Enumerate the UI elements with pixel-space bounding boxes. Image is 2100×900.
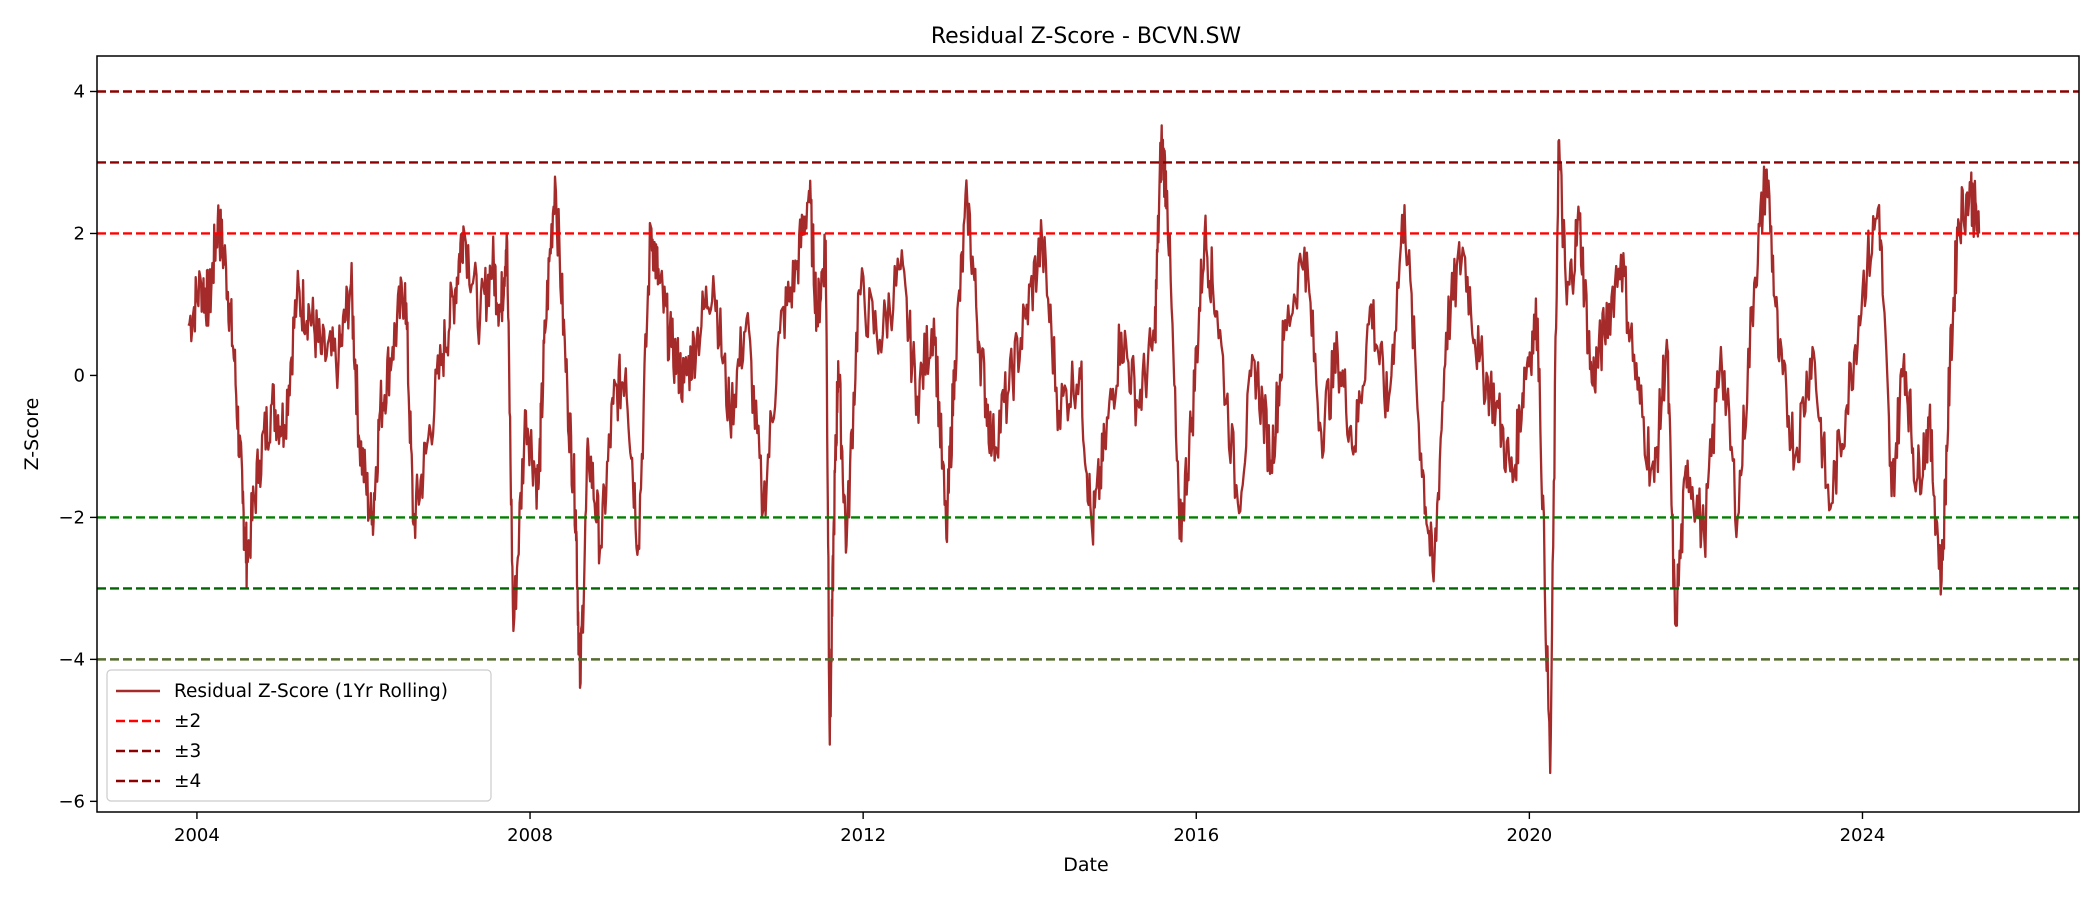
legend: Residual Z-Score (1Yr Rolling) ±2 ±3 ±4 [106, 669, 492, 802]
x-tick-label-3: 2016 [1173, 825, 1219, 846]
legend-label-3: ±3 [174, 741, 201, 762]
x-axis-label: Date [1063, 854, 1108, 876]
y-axis-label: Z-Score [21, 398, 43, 471]
chart-title: Residual Z-Score - BCVN.SW [931, 24, 1242, 49]
x-tick-label-5: 2024 [1840, 825, 1886, 846]
y-tick-label-4: −4 [58, 649, 85, 670]
y-tick-label-0: 4 [74, 81, 85, 102]
x-tick-label-0: 2004 [174, 825, 220, 846]
x-tick-label-2: 2012 [840, 825, 886, 846]
x-tick-label-4: 2020 [1506, 825, 1552, 846]
series-line-0 [187, 124, 1981, 775]
x-tick-label-1: 2008 [507, 825, 553, 846]
plot-area [97, 90, 2079, 775]
y-tick-label-3: −2 [58, 507, 85, 528]
axis-ticks: 2004 2008 2012 2016 2020 2024 4 2 0 −2 −4 −6 [58, 81, 1885, 846]
legend-box [106, 669, 492, 802]
y-tick-label-5: −6 [58, 791, 85, 812]
y-tick-label-1: 2 [74, 223, 85, 244]
legend-label-series: Residual Z-Score (1Yr Rolling) [174, 681, 448, 702]
legend-label-2: ±2 [174, 711, 201, 732]
y-tick-label-2: 0 [74, 365, 85, 386]
plot-frame [96, 55, 2080, 813]
legend-label-4: ±4 [174, 771, 201, 792]
